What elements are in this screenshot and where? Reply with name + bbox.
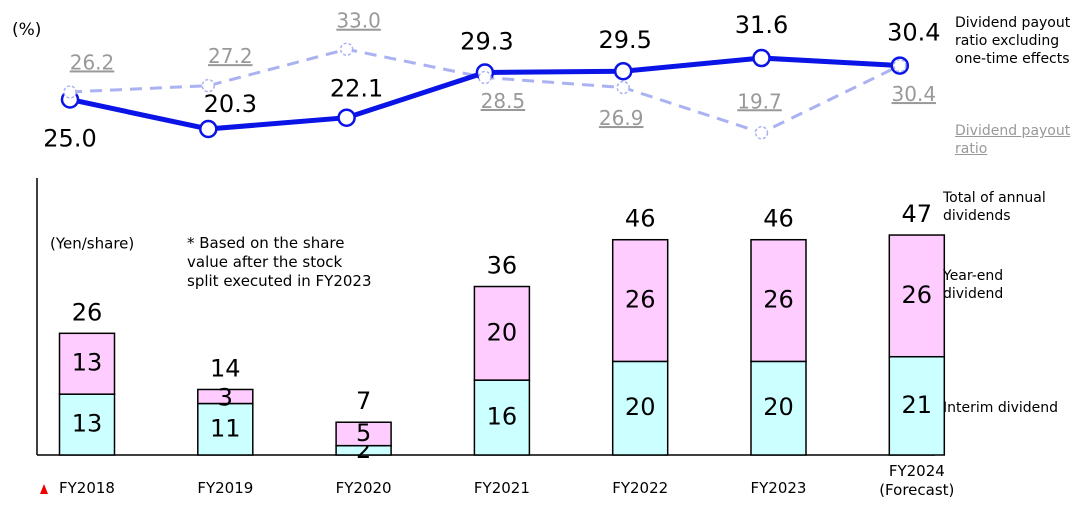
bar-value-label: 26: [763, 286, 794, 314]
line-value-label: 33.0: [336, 9, 381, 33]
bar-value-label: 20: [625, 393, 656, 421]
x-tick-label: FY2022: [612, 479, 669, 497]
bar-segment: [473, 285, 531, 381]
x-tick-label: FY2018: [59, 479, 115, 497]
bar-value-label: 26: [902, 281, 933, 309]
total-label: 46: [763, 205, 794, 233]
x-tick-label: FY2020: [335, 479, 392, 497]
legend-dashed: Dividend payout ratio: [955, 123, 1071, 157]
bar-value-label: 20: [763, 393, 794, 421]
line-value-label: 19.7: [737, 89, 782, 113]
line-value-label: 20.3: [204, 90, 257, 118]
x-tick-label: FY2024 (Forecast): [879, 462, 955, 499]
x-tick-label: FY2019: [197, 479, 254, 497]
bar-segment: [750, 360, 807, 456]
line-marker: [337, 108, 356, 127]
total-label: 47: [902, 200, 933, 228]
legend-year-end: Year-end dividend: [943, 268, 1004, 302]
line-marker: [339, 42, 354, 56]
line-value-label: 29.5: [598, 26, 651, 54]
line-value-label: 26.2: [70, 50, 115, 74]
line-marker: [199, 119, 218, 139]
bar-value-label: 13: [72, 349, 103, 377]
line-marker: [893, 58, 907, 73]
bar-segment: [335, 421, 392, 447]
bar-value-label: 20: [487, 318, 518, 346]
line-unit: (%): [12, 20, 41, 40]
bar-value-label: 11: [210, 414, 241, 442]
line-value-label: 28.5: [481, 89, 526, 113]
line-value-label: 31.6: [735, 11, 788, 39]
bar-value-label: 5: [356, 419, 371, 447]
line-marker: [616, 80, 630, 95]
bar-value-label: 3: [218, 384, 233, 412]
bar-segment: [197, 388, 254, 405]
bar-segment: [58, 332, 116, 395]
legend-interim: Interim dividend: [943, 400, 1059, 416]
total-label: 26: [72, 298, 103, 326]
line-marker: [613, 61, 633, 81]
total-label: 7: [356, 387, 371, 415]
bar-segment: [611, 238, 669, 363]
total-label: 46: [625, 205, 656, 233]
bar-segment: [888, 234, 946, 358]
line-marker: [752, 48, 771, 68]
bar-segment: [473, 379, 531, 456]
total-label: 36: [487, 252, 518, 280]
line-marker: [63, 85, 77, 99]
legend-solid: Dividend payout ratio excluding one-time…: [955, 15, 1071, 67]
bar-segment: [888, 355, 946, 456]
line-value-label: 26.9: [599, 106, 644, 130]
legend-total: Total of annual dividends: [943, 190, 1046, 224]
bar-segment: [750, 238, 807, 363]
line-value-label: 25.0: [43, 124, 96, 152]
bar-value-label: 26: [625, 286, 656, 314]
line-value-label: 27.2: [208, 44, 253, 68]
bar-unit: (Yen/share): [50, 235, 134, 253]
line-value-label: 29.3: [460, 27, 513, 55]
bar-segment: [58, 393, 116, 456]
line-value-label: 22.1: [330, 75, 383, 103]
bar-value-label: 21: [902, 391, 933, 419]
total-label: 14: [210, 354, 241, 382]
line-value-label: 30.4: [887, 19, 940, 47]
line-marker: [754, 126, 769, 140]
bar-value-label: 13: [72, 410, 103, 438]
x-tick-label: FY2023: [750, 479, 807, 497]
note: * Based on the share value after the sto…: [187, 234, 372, 290]
x-tick-label: FY2021: [473, 479, 530, 497]
line-marker: [201, 78, 216, 93]
bar-segment: [197, 402, 254, 456]
bar-value-label: 16: [487, 403, 518, 431]
line-marker: [478, 70, 492, 85]
marker-icon: [40, 484, 48, 494]
line-value-label: 30.4: [892, 82, 937, 106]
